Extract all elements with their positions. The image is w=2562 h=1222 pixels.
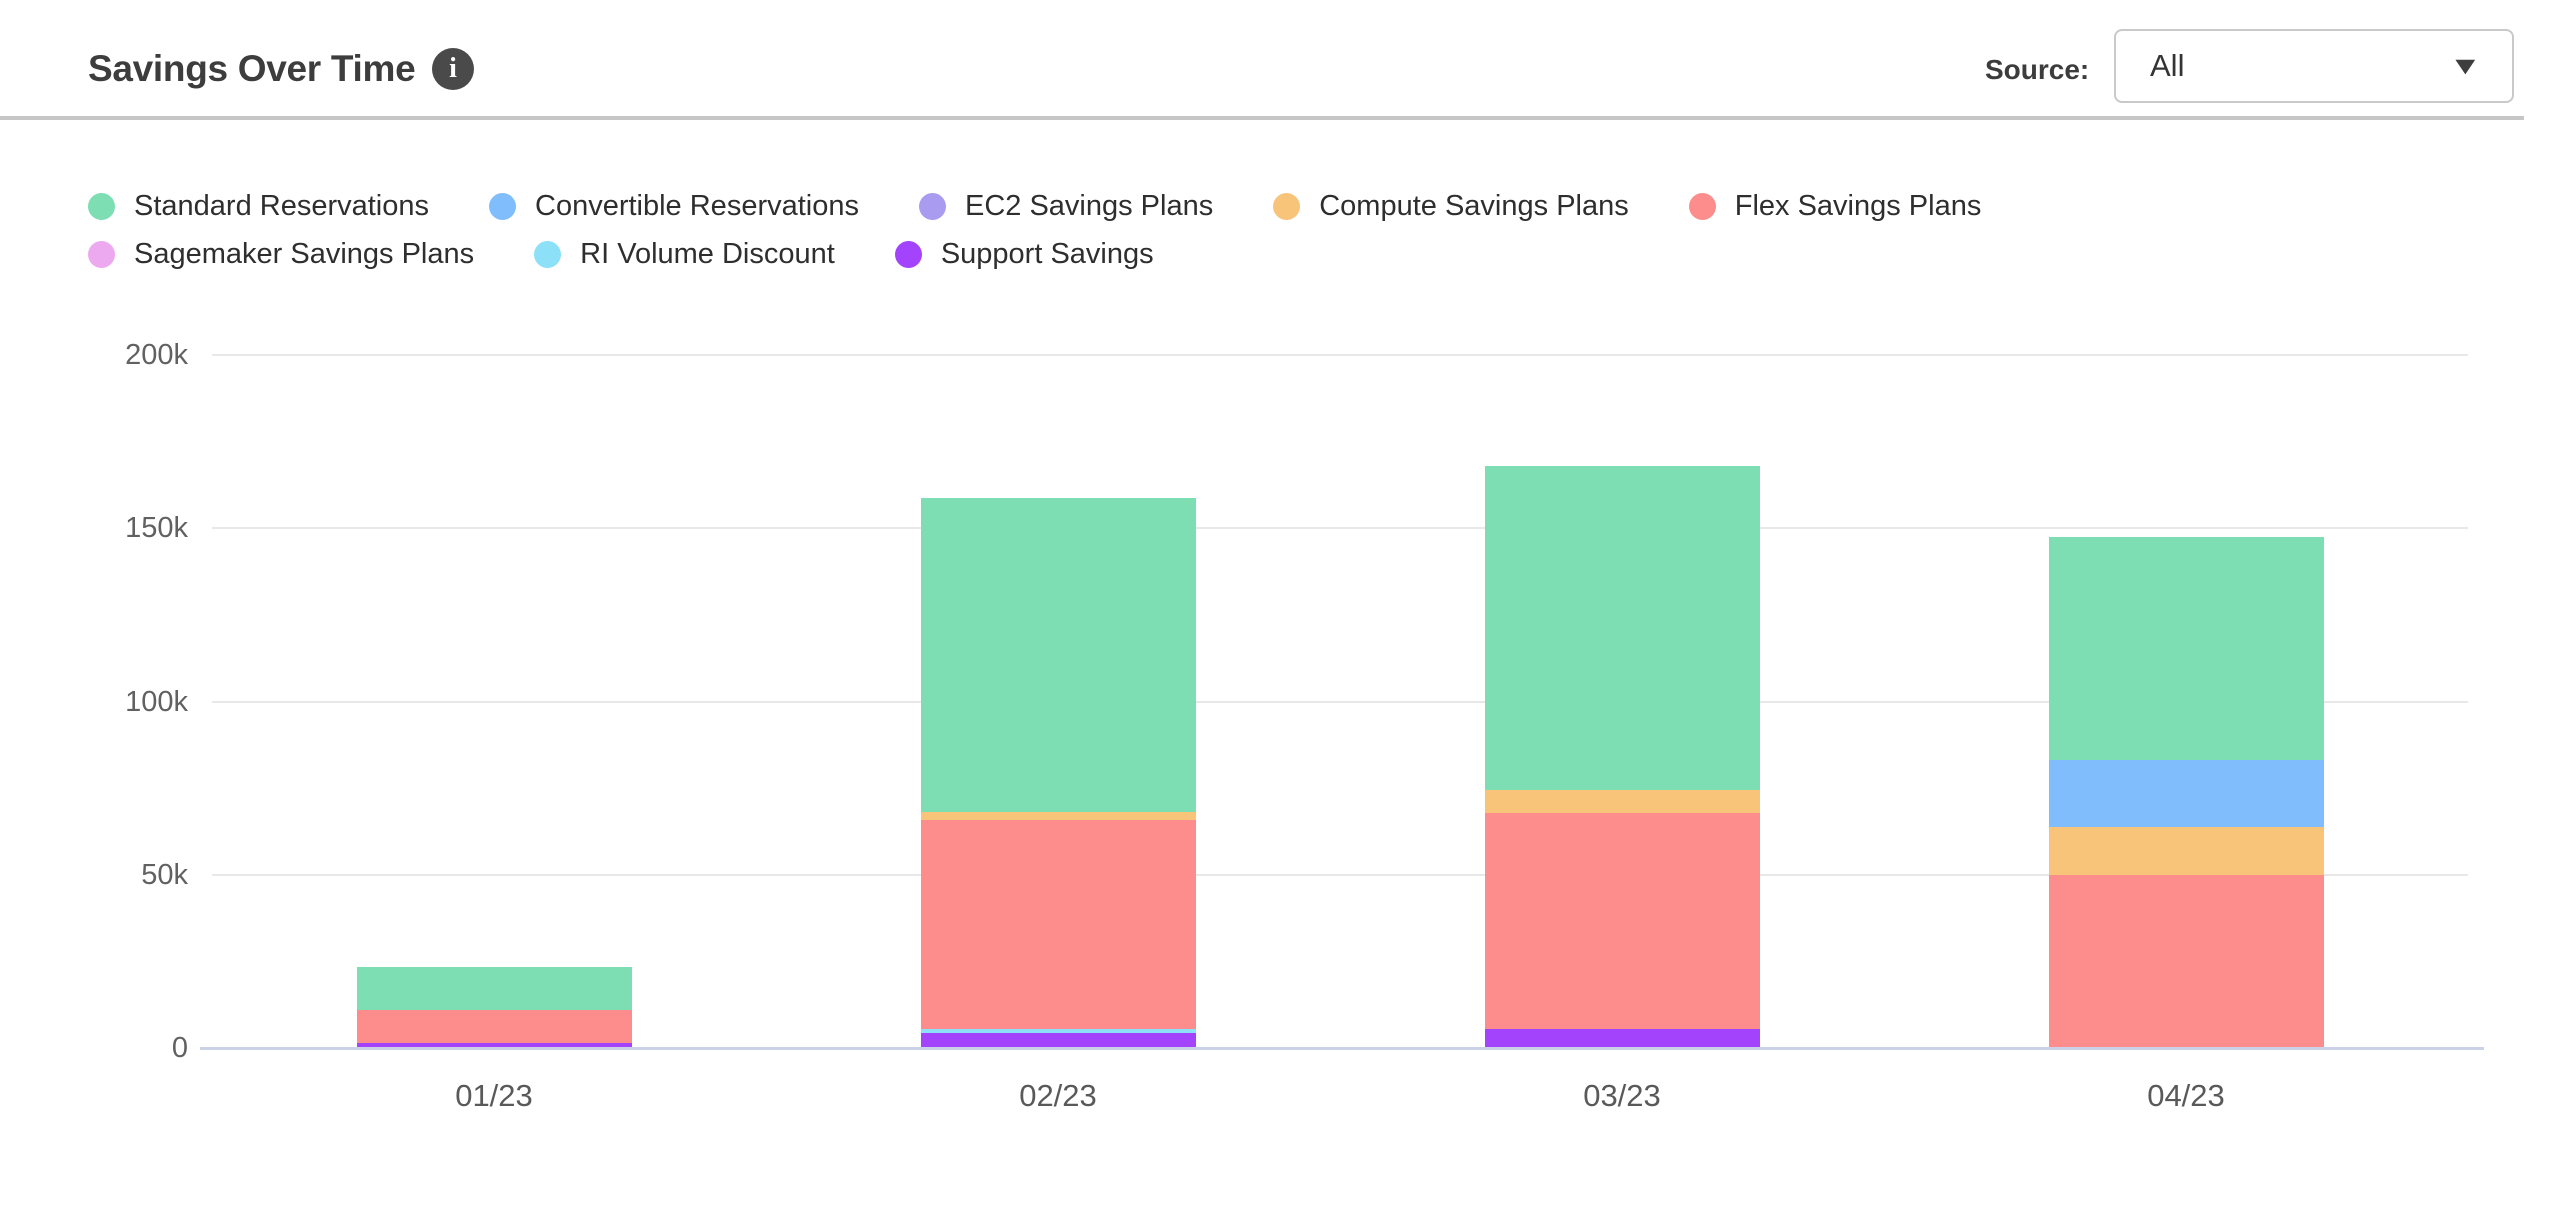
legend-dot-icon	[534, 240, 562, 268]
legend-dot-icon	[1688, 192, 1716, 220]
legend-label: Support Savings	[940, 237, 1154, 270]
bar-segment[interactable]	[356, 1042, 632, 1048]
legend-dot-icon	[894, 240, 922, 268]
legend-label: Compute Savings Plans	[1319, 189, 1629, 222]
legend-dot-icon	[88, 240, 115, 268]
legend-item[interactable]: Standard Reservations	[88, 190, 429, 223]
chart-legend: Standard Reservations Convertible Reserva…	[88, 182, 1981, 278]
x-axis-tick-label: 01/23	[455, 1078, 533, 1113]
bar-column	[2048, 536, 2324, 1048]
legend-row: Sagemaker Savings Plans RI Volume Discoun…	[88, 230, 1981, 278]
legend-item[interactable]: Compute Savings Plans	[1273, 190, 1629, 223]
bar-segment[interactable]	[1484, 465, 1760, 790]
legend-label: Sagemaker Savings Plans	[134, 237, 475, 270]
y-axis-tick-label: 100k	[125, 685, 188, 718]
legend-dot-icon	[88, 192, 115, 220]
legend-item[interactable]: Convertible Reservations	[489, 190, 859, 223]
legend-label: Flex Savings Plans	[1734, 189, 1982, 222]
bar-segment[interactable]	[2048, 760, 2324, 828]
bar-segment[interactable]	[1484, 812, 1760, 1029]
legend-dot-icon	[1273, 192, 1301, 220]
gridline	[212, 873, 2468, 876]
gridline	[212, 527, 2468, 530]
bar-segment[interactable]	[1484, 789, 1760, 813]
source-label: Source:	[1985, 54, 2090, 85]
bar-segment[interactable]	[1484, 1028, 1760, 1048]
legend-item[interactable]: Support Savings	[894, 237, 1154, 271]
legend-dot-icon	[489, 192, 516, 220]
bar-segment[interactable]	[920, 1029, 1196, 1034]
gridline	[212, 354, 2468, 356]
bar-segment[interactable]	[2048, 827, 2324, 875]
legend-label: Standard Reservations	[134, 189, 429, 222]
source-dropdown[interactable]: All ▼	[2114, 29, 2514, 103]
legend-item[interactable]: Sagemaker Savings Plans	[88, 238, 474, 271]
source-dropdown-value: All	[2150, 48, 2185, 83]
legend-row: Standard Reservations Convertible Reserva…	[88, 182, 1981, 230]
bar-segment[interactable]	[2048, 536, 2324, 761]
bar-segment[interactable]	[920, 498, 1196, 813]
info-icon[interactable]: i	[432, 48, 474, 90]
x-axis-tick-label: 04/23	[2147, 1078, 2225, 1113]
bar-column	[356, 966, 632, 1048]
header-divider	[0, 116, 2524, 120]
chevron-down-icon: ▼	[2448, 51, 2483, 80]
bar-segment[interactable]	[920, 1033, 1196, 1048]
y-axis-tick-label: 0	[171, 1032, 188, 1064]
y-axis-tick-label: 50k	[141, 858, 188, 891]
card-header: Savings Over Time i Source: All ▼	[0, 0, 2562, 116]
legend-item[interactable]: Flex Savings Plans	[1688, 189, 1982, 223]
legend-label: Convertible Reservations	[535, 189, 859, 222]
legend-label: EC2 Savings Plans	[964, 189, 1214, 222]
bar-segment[interactable]	[356, 966, 632, 1010]
x-axis-tick-label: 03/23	[1583, 1078, 1661, 1113]
legend-dot-icon	[918, 192, 946, 220]
bar-segment[interactable]	[2048, 874, 2324, 1048]
y-axis-tick-label: 200k	[125, 339, 188, 371]
legend-item[interactable]: EC2 Savings Plans	[918, 189, 1214, 223]
legend-item[interactable]: RI Volume Discount	[534, 238, 835, 271]
bar-segment[interactable]	[356, 1009, 632, 1043]
plot-area	[200, 354, 2484, 1050]
y-axis-tick-label: 150k	[125, 512, 188, 545]
bar-segment[interactable]	[920, 812, 1196, 821]
legend-label: RI Volume Discount	[580, 237, 835, 270]
x-axis-baseline	[200, 1047, 2484, 1050]
gridline	[212, 700, 2468, 703]
x-axis-tick-label: 02/23	[1019, 1078, 1097, 1113]
bar-column	[1484, 465, 1760, 1048]
bar-column	[920, 498, 1196, 1048]
page-title: Savings Over Time	[88, 48, 416, 89]
bar-segment[interactable]	[920, 820, 1196, 1030]
